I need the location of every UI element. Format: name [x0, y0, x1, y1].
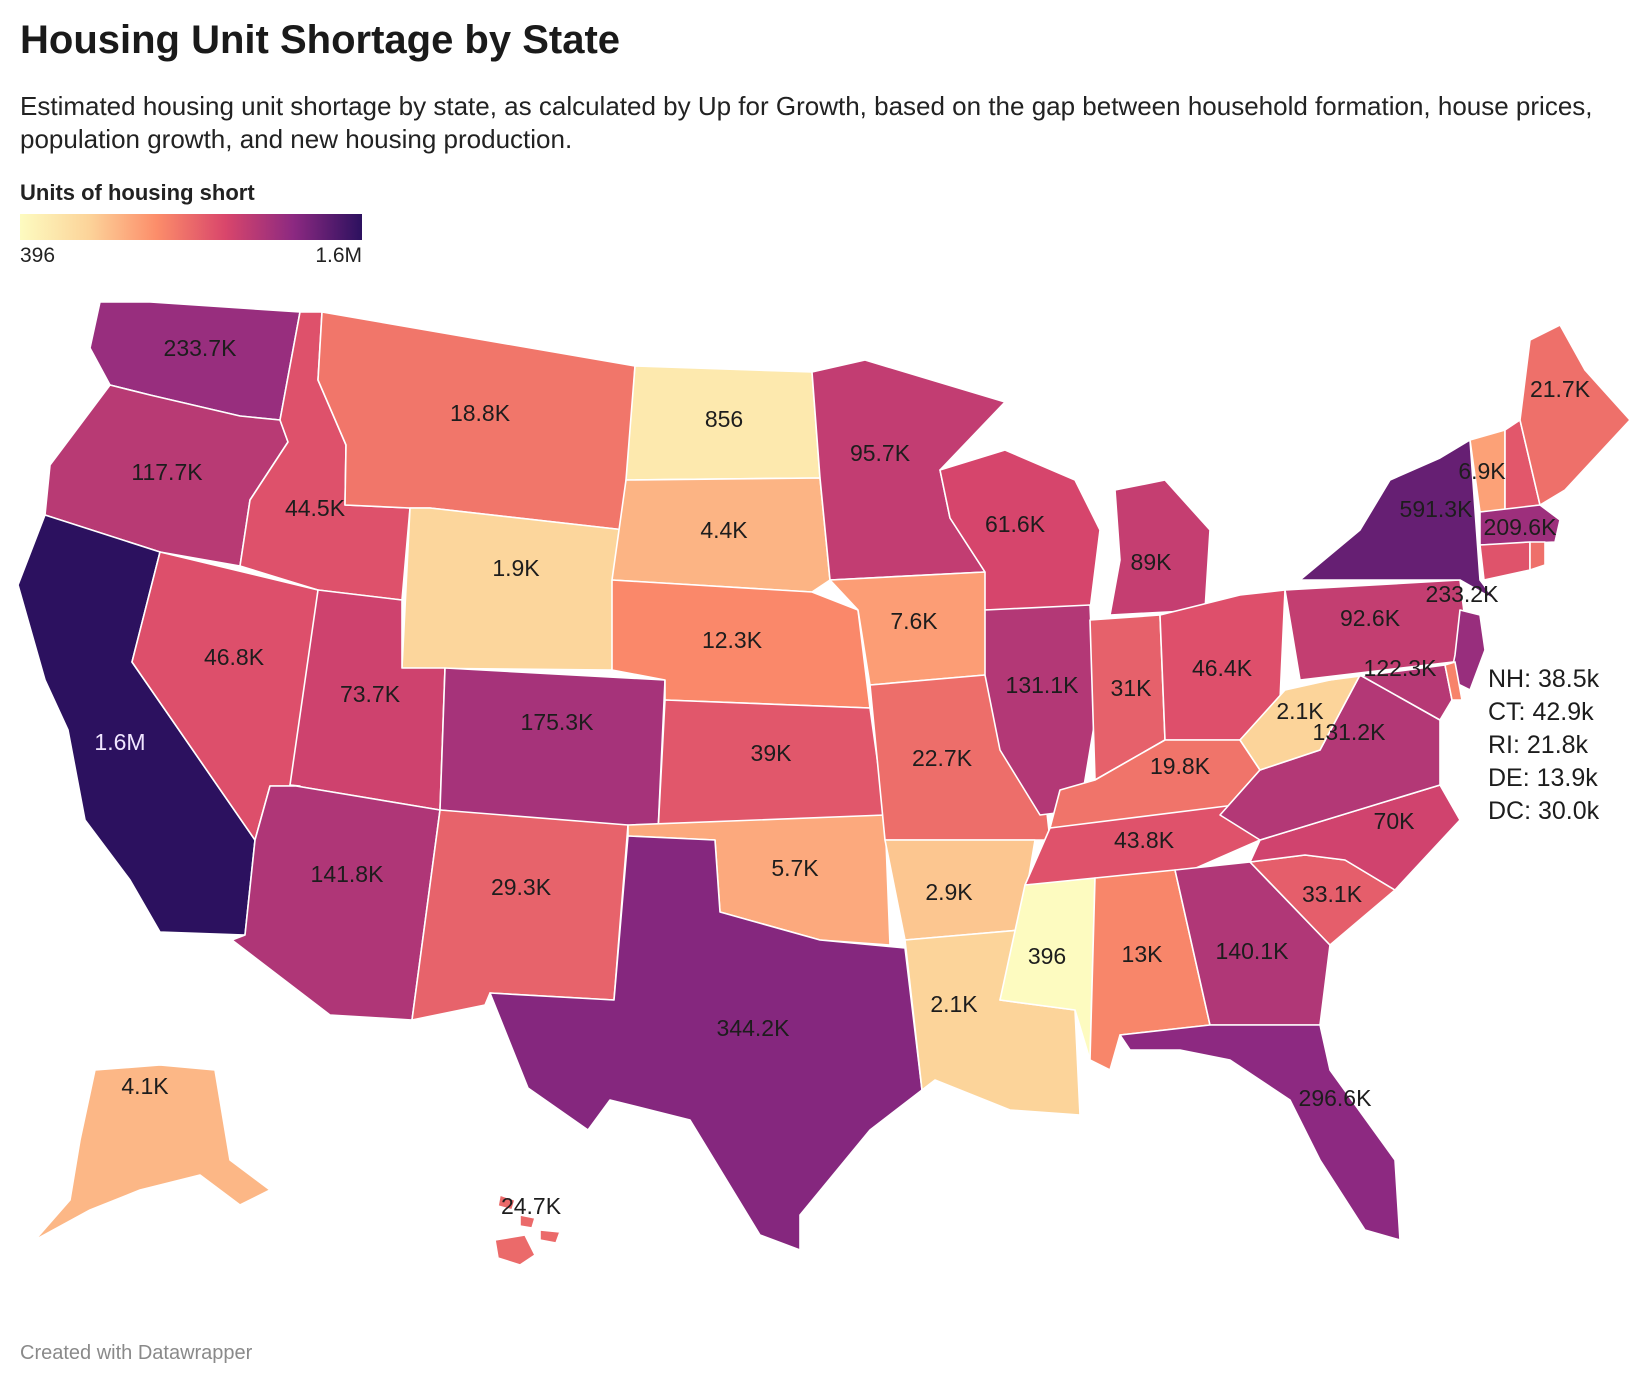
label-la: 2.1K — [930, 991, 978, 1017]
label-pa: 92.6K — [1340, 605, 1401, 631]
label-ma: 209.6K — [1484, 514, 1558, 540]
state-nm[interactable] — [411, 809, 629, 1021]
label-al: 13K — [1122, 941, 1164, 967]
label-ok: 5.7K — [771, 855, 819, 881]
label-id: 44.5K — [285, 495, 346, 521]
note-nh: NH: 38.5k — [1488, 665, 1600, 693]
state-ms[interactable] — [999, 877, 1096, 1061]
label-mi: 89K — [1131, 549, 1173, 575]
state-fl[interactable] — [1119, 1024, 1401, 1241]
label-ga: 140.1K — [1216, 938, 1290, 964]
label-ut: 73.7K — [340, 681, 401, 707]
label-in: 31K — [1111, 675, 1153, 701]
state-mi[interactable] — [1109, 479, 1211, 616]
chart-subtitle: Estimated housing unit shortage by state… — [20, 91, 1593, 154]
label-ar: 2.9K — [925, 879, 973, 905]
label-sc: 33.1K — [1302, 881, 1363, 907]
label-hi: 24.7K — [501, 1193, 562, 1219]
footer-credit: Created with Datawrapper — [20, 1342, 253, 1364]
legend-gradient-bar — [20, 214, 362, 240]
label-ia: 7.6K — [890, 608, 938, 634]
label-ky: 19.8K — [1150, 753, 1211, 779]
state-wy[interactable] — [401, 507, 626, 671]
label-nc: 70K — [1374, 808, 1416, 834]
label-tx: 344.2K — [717, 1015, 791, 1041]
label-ms: 396 — [1028, 943, 1066, 969]
label-wi: 61.6K — [985, 511, 1046, 537]
state-me[interactable] — [1519, 324, 1631, 506]
label-wv: 2.1K — [1276, 698, 1324, 724]
label-or: 117.7K — [131, 459, 203, 485]
label-fl: 296.6K — [1299, 1085, 1373, 1111]
legend-title: Units of housing short — [20, 180, 255, 205]
label-wy: 1.9K — [492, 555, 540, 581]
state-ct[interactable] — [1479, 541, 1531, 581]
legend-max-label: 1.6M — [315, 244, 362, 267]
state-hi[interactable] — [494, 1194, 561, 1266]
state-az[interactable] — [231, 784, 441, 1021]
state-ga[interactable] — [1174, 861, 1331, 1026]
label-mt: 18.8K — [450, 400, 511, 426]
label-nm: 29.3K — [491, 874, 552, 900]
label-az: 141.8K — [311, 861, 385, 887]
us-choropleth-map: 233.7K 117.7K 1.6M 44.5K 46.8K 18.8K 1.9… — [17, 301, 1631, 1266]
label-md: 122.3K — [1364, 655, 1438, 681]
label-ca: 1.6M — [94, 729, 145, 755]
label-sd: 4.4K — [700, 517, 748, 543]
note-ri: RI: 21.8k — [1488, 731, 1589, 759]
label-co: 175.3K — [521, 709, 595, 735]
state-nc[interactable] — [1249, 784, 1461, 891]
label-ak: 4.1K — [121, 1073, 169, 1099]
label-ks: 39K — [751, 740, 793, 766]
note-dc: DC: 30.0k — [1488, 797, 1600, 825]
label-tn: 43.8K — [1114, 827, 1175, 853]
label-ny: 591.3K — [1400, 496, 1474, 522]
note-de: DE: 13.9k — [1488, 764, 1598, 792]
label-il: 131.1K — [1006, 672, 1080, 698]
label-ne: 12.3K — [702, 627, 763, 653]
label-me: 21.7K — [1530, 376, 1591, 402]
state-ri[interactable] — [1529, 541, 1546, 571]
label-va: 131.2K — [1313, 719, 1387, 745]
state-tx[interactable] — [489, 835, 923, 1251]
chart-title: Housing Unit Shortage by State — [20, 18, 621, 62]
color-legend: Units of housing short 396 1.6M — [20, 180, 362, 270]
state-md[interactable] — [1329, 664, 1453, 721]
label-nv: 46.8K — [204, 644, 265, 670]
state-sd[interactable] — [611, 477, 831, 593]
note-ct: CT: 42.9k — [1488, 698, 1594, 726]
label-mn: 95.7K — [850, 440, 911, 466]
state-ma[interactable] — [1479, 504, 1561, 546]
legend-min-label: 396 — [20, 244, 56, 267]
legend-gradient-rect — [20, 214, 362, 240]
label-vt: 6.9K — [1458, 458, 1506, 484]
label-nj: 233.2K — [1426, 581, 1500, 607]
label-oh: 46.4K — [1192, 655, 1253, 681]
label-nd: 856 — [705, 406, 743, 432]
state-ak[interactable] — [34, 1064, 271, 1241]
state-nj[interactable] — [1449, 609, 1486, 691]
state-de[interactable] — [1444, 661, 1463, 701]
label-wa: 233.7K — [164, 335, 238, 361]
label-mo: 22.7K — [912, 745, 973, 771]
state-co[interactable] — [439, 667, 666, 833]
